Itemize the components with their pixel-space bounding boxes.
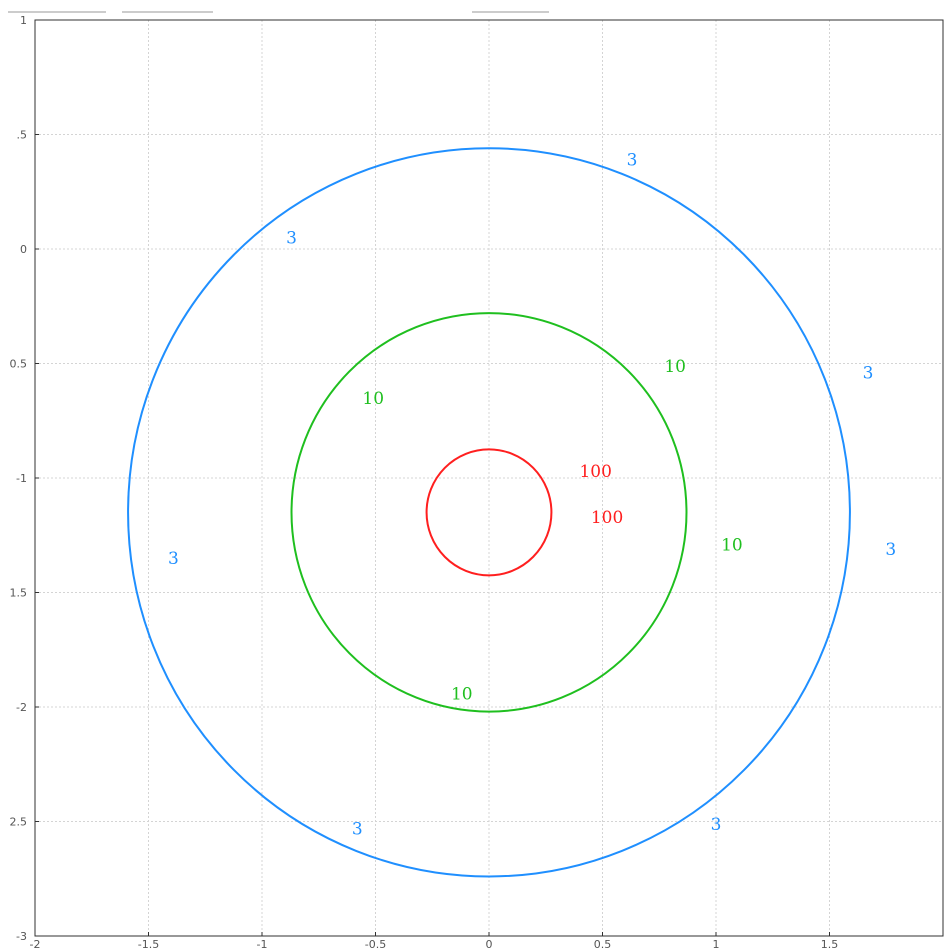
contour-label-3: 3 (627, 151, 638, 171)
y-tick-label: 0 (20, 243, 27, 256)
grid-lines (34, 19, 943, 937)
contour-label-10: 10 (451, 684, 473, 704)
x-tick-label: -1 (257, 938, 268, 951)
y-tick-label: -3 (16, 930, 27, 943)
x-tick-label: -0.5 (365, 938, 386, 951)
axis-ticks (34, 19, 830, 937)
contour-label-3: 3 (168, 549, 179, 569)
contour-label-3: 3 (885, 540, 896, 560)
x-tick-label: -2 (30, 938, 41, 951)
y-tick-label: 1 (20, 14, 27, 27)
y-tick-label: -1 (16, 472, 27, 485)
contour-label-3: 3 (711, 815, 722, 835)
contour-labels: 3 3 3 3 3 3 3 10 10 10 10 100 100 (168, 151, 896, 840)
y-axis-tick-labels: 1.500.5-11.5-22.5-3 (10, 14, 28, 943)
y-tick-label: -2 (16, 701, 27, 714)
y-tick-label: 0.5 (10, 358, 28, 371)
contour-label-3: 3 (352, 819, 363, 839)
contour-label-10: 10 (721, 535, 743, 555)
contour-label-100: 100 (591, 508, 623, 528)
contour-lines (127, 147, 851, 878)
contour-level-100 (425, 448, 553, 577)
y-tick-label: .5 (17, 129, 28, 142)
x-tick-label: -1.5 (138, 938, 159, 951)
contour-label-10: 10 (664, 357, 686, 377)
x-tick-label: 0.5 (594, 938, 612, 951)
x-axis-tick-labels: -2 -1.5 -1 -0.5 0 0.5 1 1.5 (30, 938, 839, 951)
contour-label-3: 3 (286, 229, 297, 249)
y-tick-label: 2.5 (10, 816, 28, 829)
contour-label-10: 10 (362, 389, 384, 409)
y-tick-label: 1.5 (10, 587, 28, 600)
x-tick-label: 1.5 (821, 938, 839, 951)
contour-label-3: 3 (863, 364, 874, 384)
x-tick-label: 1 (713, 938, 720, 951)
x-tick-label: 0 (486, 938, 493, 951)
contour-label-100: 100 (579, 462, 611, 482)
contour-level-10 (290, 312, 688, 713)
contour-level-3 (127, 147, 851, 878)
